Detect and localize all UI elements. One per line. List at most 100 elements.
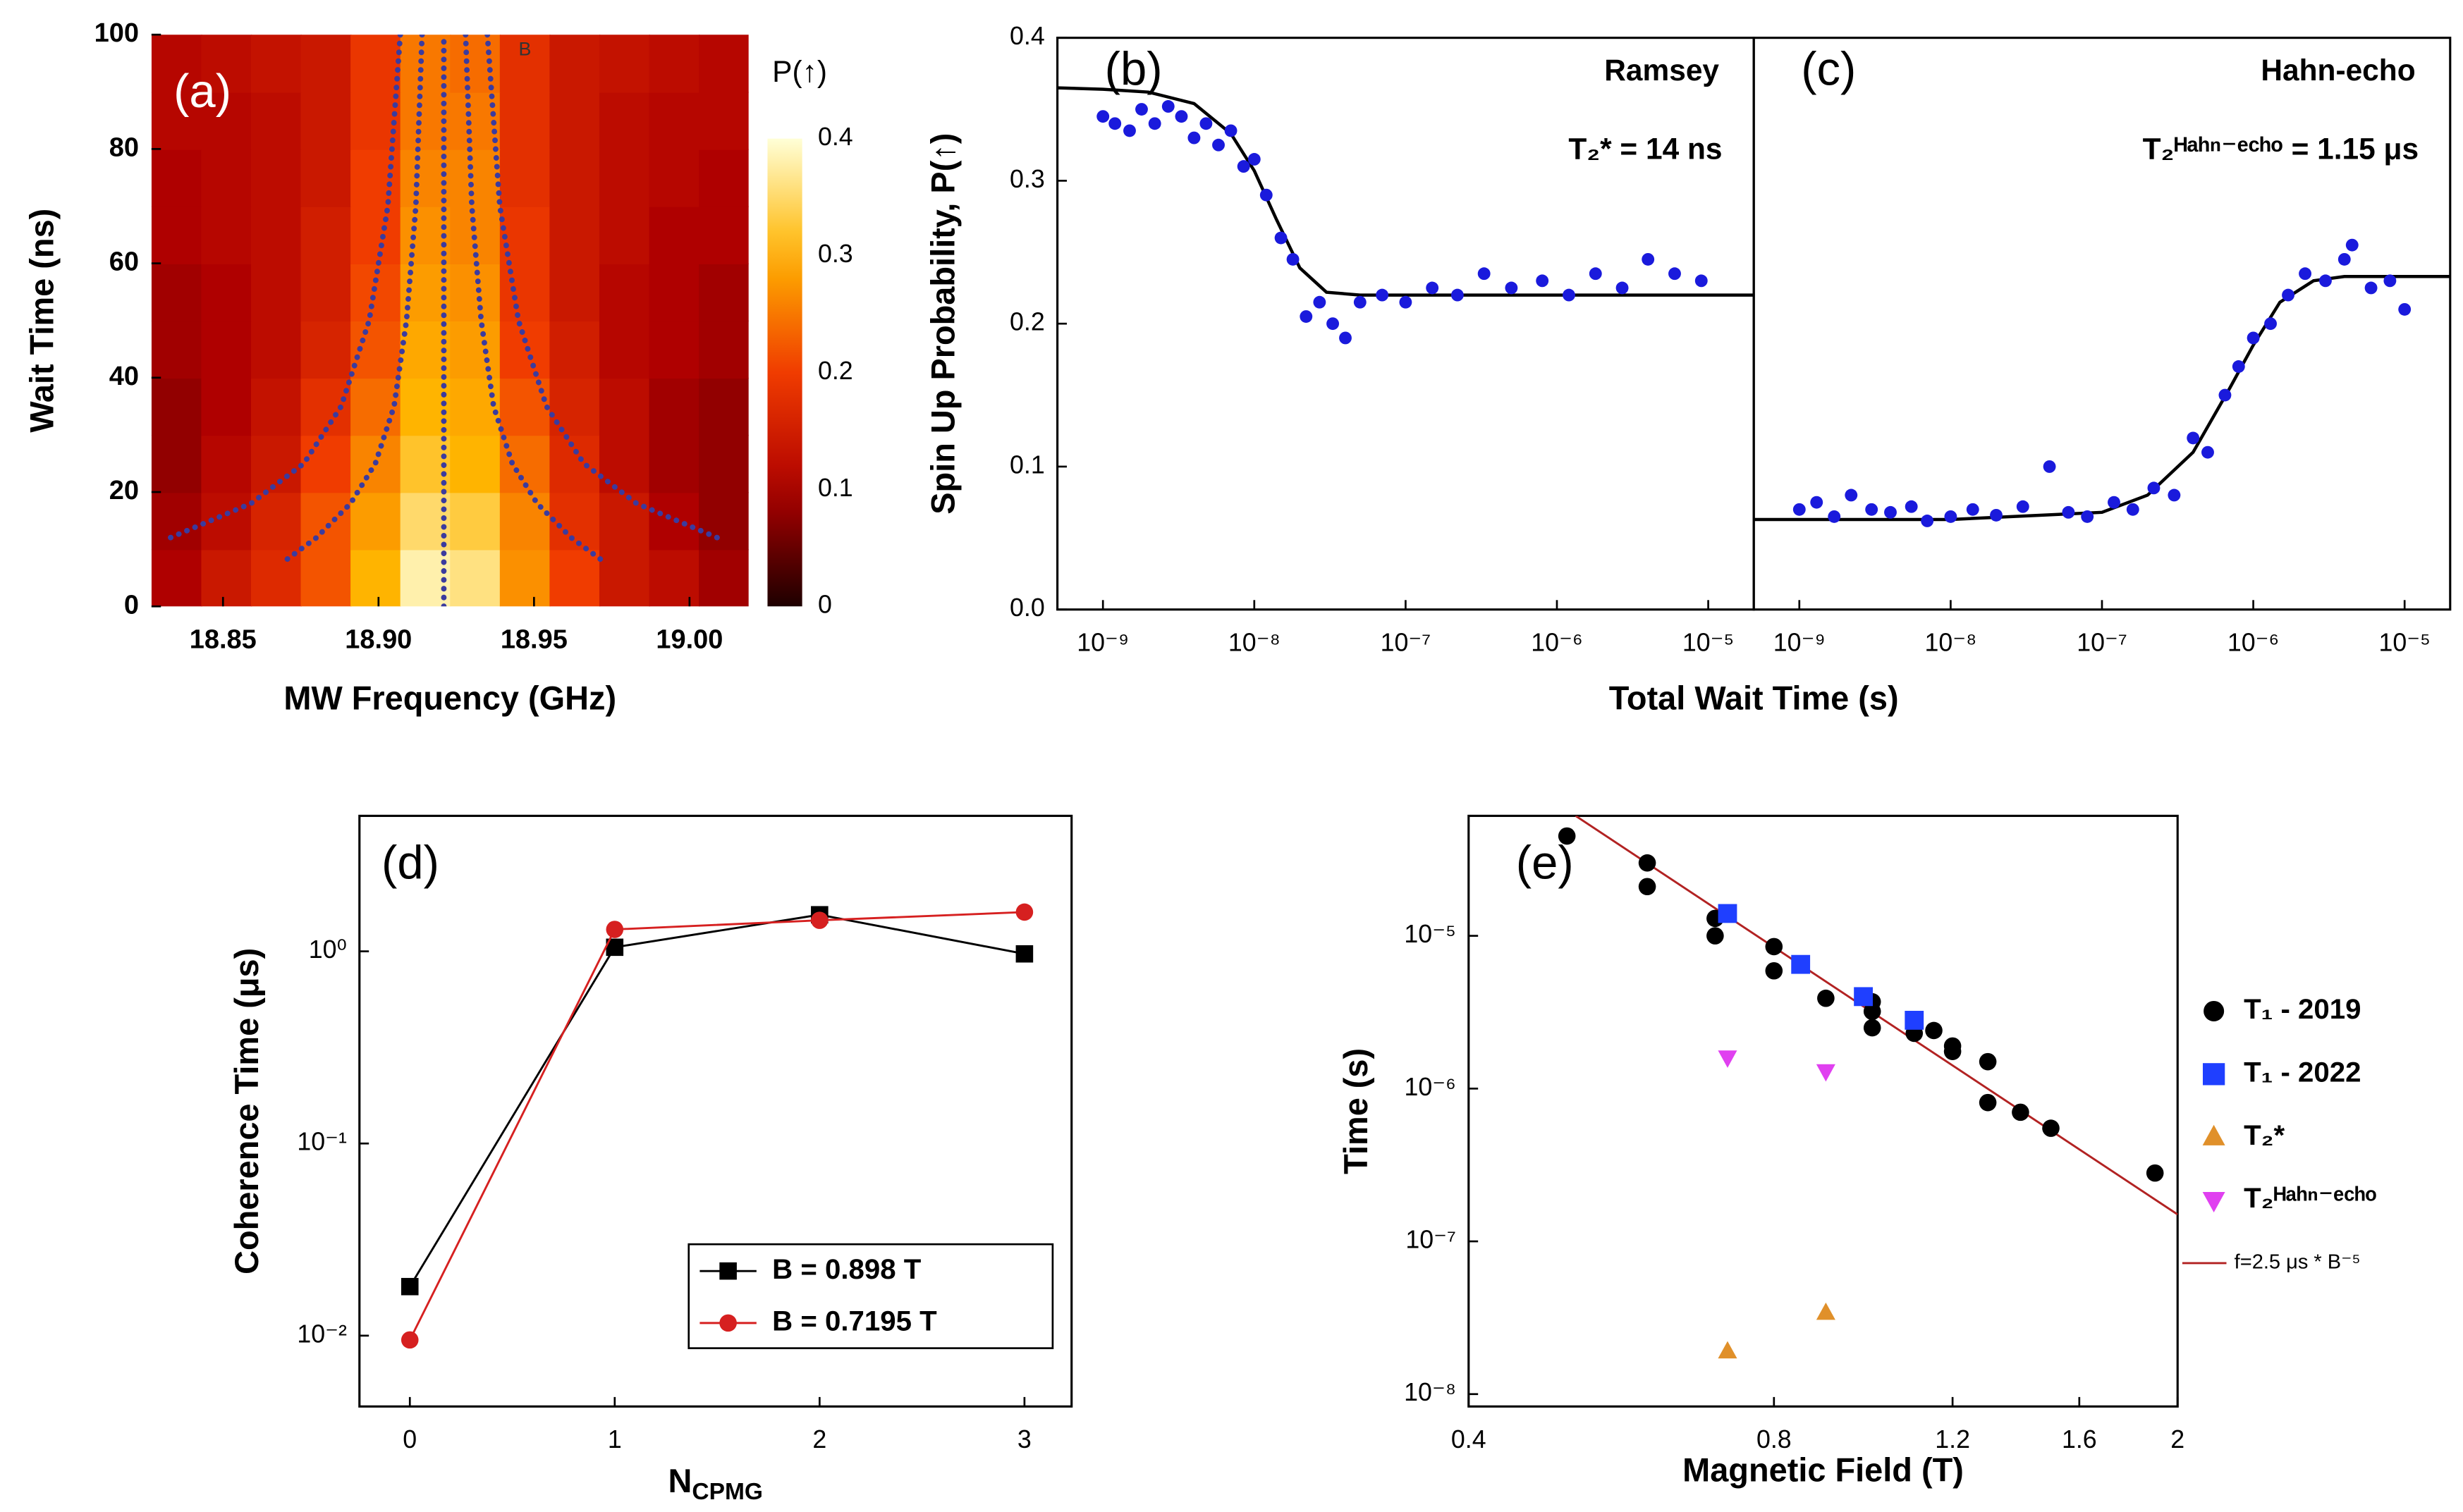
- legend-label: T₂*: [2244, 1119, 2285, 1151]
- heatmap-cell: [300, 149, 352, 207]
- data-point: [1884, 505, 1897, 519]
- heatmap-cell: [499, 492, 551, 551]
- data-point: [1286, 252, 1300, 266]
- panel-label: (a): [173, 65, 231, 118]
- annotation: T₂* = 14 ns: [1568, 133, 1722, 166]
- heatmap-cell: [499, 377, 551, 436]
- data-point: [1247, 153, 1261, 166]
- data-point: [1274, 231, 1288, 245]
- colorbar-tick-label: 0.1: [818, 474, 853, 502]
- data-point: [1765, 961, 1783, 980]
- heatmap-cell: [549, 35, 601, 93]
- heatmap-cell: [699, 35, 749, 93]
- panel-label: (c): [1801, 42, 1856, 95]
- data-point: [1339, 331, 1352, 345]
- y-tick-label: 10⁻⁷: [1405, 1225, 1456, 1253]
- panel-label: (d): [381, 837, 439, 890]
- heatmap-cell: [201, 206, 252, 264]
- annotation: Ramsey: [1604, 54, 1719, 87]
- heatmap-cell: [699, 492, 749, 551]
- heatmap-cell: [201, 92, 252, 150]
- data-point: [1558, 827, 1576, 845]
- x-tick-label: 2: [2170, 1425, 2184, 1453]
- heatmap-cell: [250, 149, 302, 207]
- x-tick-label: 10⁻⁶: [1531, 628, 1582, 656]
- heatmap-cell: [250, 377, 302, 436]
- heatmap-cell: [201, 35, 252, 93]
- data-point: [1865, 503, 1878, 516]
- heatmap-cell: [649, 434, 700, 493]
- fit-line: [1057, 86, 1754, 297]
- data-point: [2282, 288, 2294, 302]
- heatmap-cell: [649, 263, 700, 322]
- data-point: [1642, 252, 1655, 266]
- heatmap-cell: [599, 35, 650, 93]
- x-tick-label: 0.8: [1756, 1425, 1792, 1453]
- data-point: [1259, 188, 1273, 202]
- data-point: [1563, 288, 1575, 302]
- data-point: [1123, 124, 1136, 137]
- data-point: [1863, 1002, 1881, 1021]
- y-tick-label: 80: [109, 133, 139, 162]
- heatmap-cell: [250, 35, 302, 93]
- y-tick-label: 10⁰: [309, 935, 347, 964]
- legend-swatch: [719, 1262, 737, 1280]
- data-point: [1765, 938, 1783, 956]
- data-point: [1589, 267, 1602, 281]
- data-point: [1477, 267, 1491, 281]
- heatmap-cell: [201, 263, 252, 322]
- heatmap-cell: [201, 377, 252, 436]
- data-point: [2319, 274, 2332, 288]
- heatmap-cell: [450, 492, 501, 551]
- y-tick-label: 100: [94, 18, 139, 48]
- y-tick-label: 0.2: [1010, 308, 1045, 336]
- heatmap-cell: [699, 434, 749, 493]
- x-tick-label: 0: [403, 1425, 417, 1453]
- heatmap-cell: [499, 149, 551, 207]
- heatmap-cell: [599, 549, 650, 607]
- dotted-curve: [463, 35, 606, 564]
- heatmap-cell: [549, 149, 601, 207]
- data-point: [1791, 954, 1811, 974]
- data-point: [2043, 460, 2056, 473]
- data-point: [1313, 295, 1326, 309]
- heatmap-cell: [151, 206, 202, 264]
- data-point: [1966, 503, 1979, 516]
- data-point: [1108, 117, 1122, 130]
- legend-label: B = 0.898 T: [772, 1253, 922, 1285]
- y-axis-label: Wait Time (ns): [23, 209, 60, 433]
- legend-swatch: [2202, 1124, 2225, 1145]
- data-point: [606, 921, 624, 938]
- data-point: [2108, 496, 2120, 509]
- x-tick-label: 10⁻⁸: [1228, 628, 1281, 656]
- data-point: [1863, 1019, 1881, 1037]
- data-point: [1706, 927, 1724, 945]
- x-tick-label: 10⁻⁸: [1925, 628, 1977, 656]
- data-point: [1943, 1043, 1962, 1060]
- heatmap-cell: [499, 263, 551, 322]
- y-axis-label: Spin Up Probability, P(↑): [924, 133, 961, 515]
- y-tick-label: 0.3: [1010, 165, 1045, 193]
- series-line: [408, 911, 1025, 1341]
- heatmap-cell: [201, 549, 252, 607]
- data-point: [1854, 987, 1873, 1007]
- heatmap-cell: [450, 149, 501, 207]
- x-tick-label: 10⁻⁷: [2077, 628, 2127, 656]
- heatmap-cell: [699, 549, 749, 607]
- data-point: [1944, 510, 1957, 523]
- heatmap-cell: [300, 35, 352, 93]
- data-point: [1816, 1064, 1835, 1082]
- heatmap-cell: [400, 35, 451, 93]
- heatmap-cell: [350, 377, 402, 436]
- data-point: [1638, 854, 1656, 872]
- y-tick-label: 40: [109, 362, 139, 391]
- data-point: [1505, 281, 1518, 295]
- annotation: T₂ᴴᵃʰⁿ⁻ᵉᶜʰᵒ = 1.15 μs: [2143, 133, 2419, 166]
- y-tick-label: 10⁻²: [297, 1320, 347, 1348]
- data-point: [1187, 131, 1201, 145]
- data-point: [1638, 878, 1656, 896]
- data-point: [1979, 1052, 1997, 1071]
- data-point: [2016, 500, 2029, 513]
- data-point: [1845, 488, 1858, 502]
- heatmap-cell: [151, 35, 202, 93]
